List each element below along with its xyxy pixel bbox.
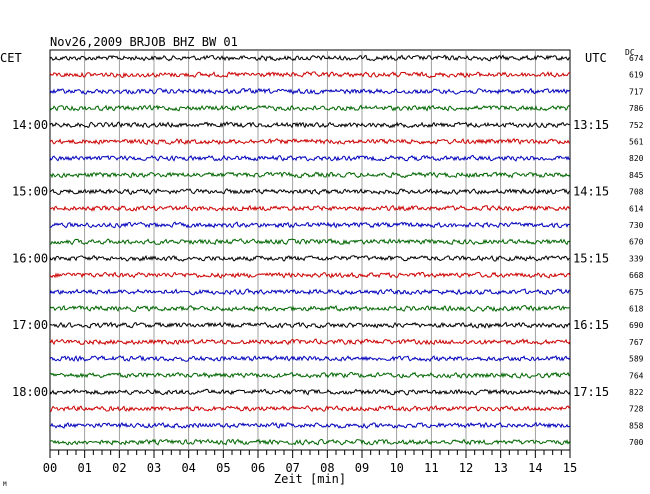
trace-line bbox=[49, 254, 571, 262]
x-tick-label: 02 bbox=[112, 461, 126, 475]
x-tick-label: 10 bbox=[389, 461, 403, 475]
right-time-label: 14:15 bbox=[573, 185, 609, 199]
right-timezone-label: UTC bbox=[585, 51, 607, 65]
x-tick-label: 03 bbox=[147, 461, 161, 475]
trace-line bbox=[49, 104, 571, 112]
dc-value-label: 690 bbox=[629, 321, 644, 330]
dc-value-label: 752 bbox=[629, 121, 644, 130]
dc-value-label: 675 bbox=[629, 288, 644, 297]
trace-line bbox=[49, 187, 571, 196]
left-time-label: 18:00 bbox=[12, 385, 48, 399]
right-time-label: 17:15 bbox=[573, 385, 609, 399]
right-time-label: 16:15 bbox=[573, 318, 609, 332]
plot-frame bbox=[49, 49, 571, 451]
trace-line bbox=[49, 54, 571, 62]
dc-value-label: 670 bbox=[629, 238, 644, 247]
footnote-mark: M bbox=[3, 481, 7, 488]
dc-value-label: 589 bbox=[629, 355, 644, 364]
trace-line bbox=[49, 238, 571, 246]
x-tick-label: 06 bbox=[251, 461, 265, 475]
trace-line bbox=[49, 438, 571, 446]
dc-value-label: 845 bbox=[629, 171, 644, 180]
trace-line bbox=[49, 87, 571, 95]
trace-line bbox=[49, 405, 571, 413]
left-time-label: 15:00 bbox=[12, 185, 48, 199]
trace-line bbox=[49, 171, 571, 179]
dc-label: DC bbox=[625, 48, 635, 57]
right-time-label: 15:15 bbox=[573, 251, 609, 265]
trace-line bbox=[49, 338, 571, 346]
x-tick-label: 15 bbox=[563, 461, 577, 475]
dc-value-label: 767 bbox=[629, 338, 644, 347]
x-axis-title: Zeit [min] bbox=[274, 472, 346, 486]
label-group: 00 01 02 03 04 05 06 07 08 09 10 11 12 13 14 15 674 619 71… bbox=[12, 54, 644, 475]
dc-value-label: 820 bbox=[629, 154, 644, 163]
dc-value-label: 730 bbox=[629, 221, 644, 230]
trace-line bbox=[49, 154, 571, 162]
right-time-label: 13:15 bbox=[573, 118, 609, 132]
x-tick-label: 13 bbox=[493, 461, 507, 475]
dc-value-label: 786 bbox=[629, 104, 644, 113]
dc-value-label: 674 bbox=[629, 54, 644, 63]
dc-value-label: 668 bbox=[629, 271, 644, 280]
x-tick-label: 12 bbox=[459, 461, 473, 475]
dc-value-label: 619 bbox=[629, 71, 644, 80]
x-tick-label: 11 bbox=[424, 461, 438, 475]
left-time-label: 16:00 bbox=[12, 251, 48, 265]
dc-value-label: 339 bbox=[629, 254, 644, 263]
chart-title: Nov26,2009 BRJOB BHZ BW 01 bbox=[50, 35, 238, 49]
trace-line bbox=[49, 321, 571, 329]
dc-value-label: 764 bbox=[629, 371, 644, 380]
x-tick-label: 00 bbox=[43, 461, 57, 475]
dc-value-label: 717 bbox=[629, 87, 644, 96]
left-time-label: 17:00 bbox=[12, 318, 48, 332]
dc-value-label: 614 bbox=[629, 204, 644, 213]
x-tick-label: 04 bbox=[181, 461, 195, 475]
trace-line bbox=[49, 421, 571, 429]
dc-value-label: 728 bbox=[629, 405, 644, 414]
trace-line bbox=[49, 204, 571, 212]
x-tick-label: 07 bbox=[285, 461, 299, 475]
dc-value-label: 822 bbox=[629, 388, 644, 397]
x-tick-label: 09 bbox=[355, 461, 369, 475]
dc-value-label: 618 bbox=[629, 305, 644, 314]
trace-line bbox=[49, 271, 571, 279]
left-time-label: 14:00 bbox=[12, 118, 48, 132]
trace-line bbox=[49, 288, 571, 296]
trace-line bbox=[49, 137, 571, 146]
dc-value-label: 708 bbox=[629, 188, 644, 197]
trace-line bbox=[49, 304, 571, 313]
trace-line bbox=[49, 371, 571, 379]
x-tick-label: 08 bbox=[320, 461, 334, 475]
left-timezone-label: CET bbox=[0, 51, 22, 65]
dc-value-label: 561 bbox=[629, 138, 644, 147]
dc-value-label: 700 bbox=[629, 438, 644, 447]
trace-line bbox=[49, 121, 570, 129]
x-tick-label: 14 bbox=[528, 461, 542, 475]
x-tick-label: 01 bbox=[77, 461, 91, 475]
trace-line bbox=[49, 71, 571, 79]
trace-group bbox=[49, 54, 571, 446]
trace-line bbox=[49, 388, 571, 396]
dc-value-label: 858 bbox=[629, 421, 644, 430]
trace-line bbox=[49, 221, 570, 229]
trace-line bbox=[49, 355, 571, 363]
plot-grid bbox=[49, 49, 571, 458]
x-tick-label: 05 bbox=[216, 461, 230, 475]
